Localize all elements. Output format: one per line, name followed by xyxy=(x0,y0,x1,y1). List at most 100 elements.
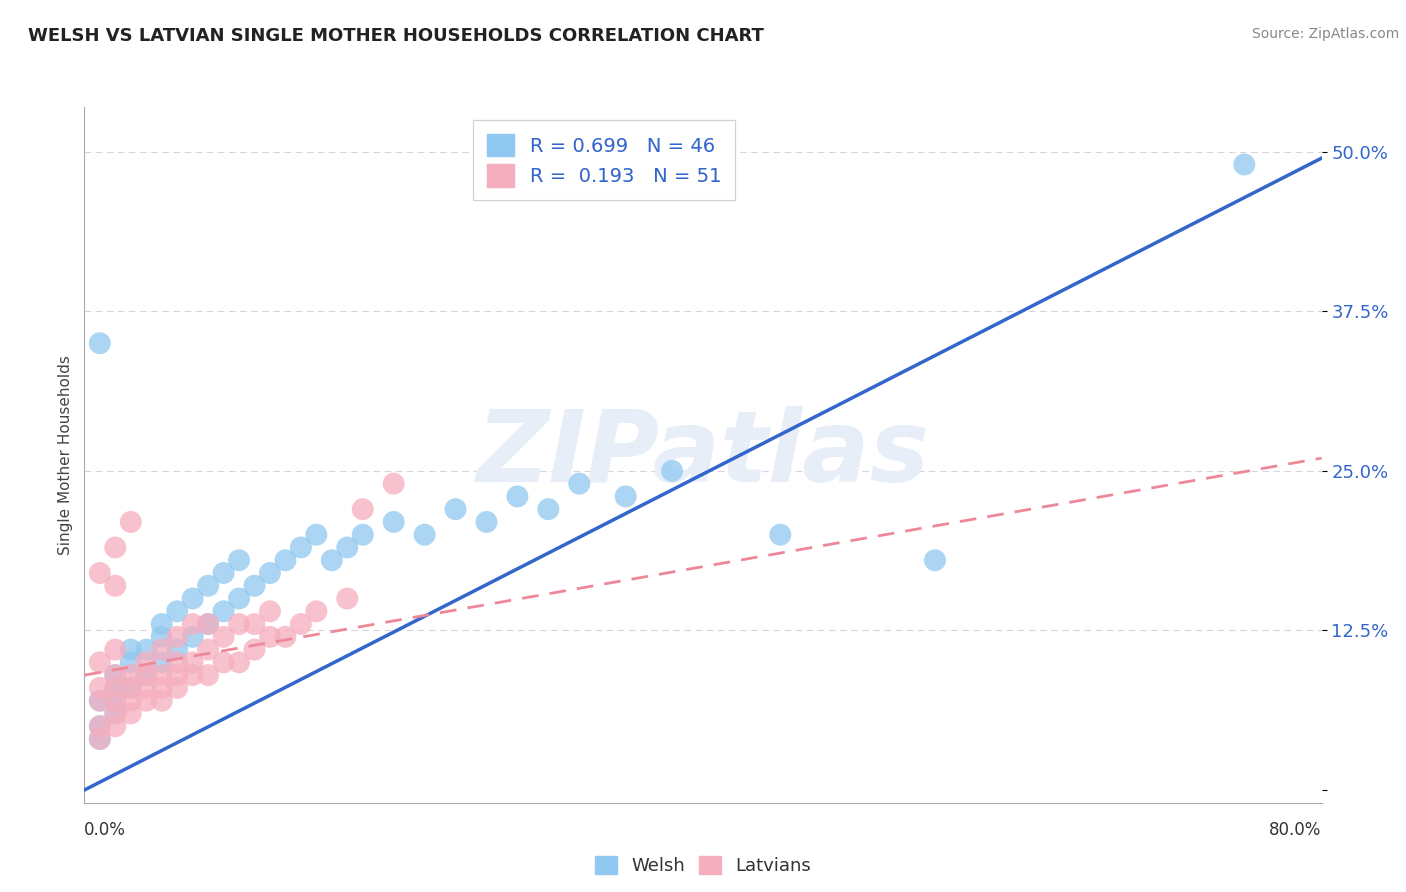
Point xyxy=(150,694,173,708)
Point xyxy=(506,490,529,504)
Point xyxy=(104,681,127,695)
Point xyxy=(924,553,946,567)
Point xyxy=(135,668,157,682)
Point xyxy=(259,604,281,618)
Point xyxy=(444,502,467,516)
Point xyxy=(197,617,219,632)
Point xyxy=(197,579,219,593)
Point xyxy=(104,541,127,555)
Point xyxy=(568,476,591,491)
Point xyxy=(150,630,173,644)
Point xyxy=(150,617,173,632)
Point xyxy=(166,681,188,695)
Text: 0.0%: 0.0% xyxy=(84,821,127,838)
Point xyxy=(537,502,560,516)
Point xyxy=(89,719,111,733)
Text: 80.0%: 80.0% xyxy=(1270,821,1322,838)
Point xyxy=(89,694,111,708)
Point xyxy=(166,668,188,682)
Point xyxy=(120,515,142,529)
Point xyxy=(274,630,297,644)
Point xyxy=(413,527,436,541)
Point xyxy=(104,694,127,708)
Point xyxy=(197,642,219,657)
Point xyxy=(228,656,250,670)
Point xyxy=(212,630,235,644)
Point xyxy=(104,706,127,721)
Point xyxy=(259,630,281,644)
Point xyxy=(290,541,312,555)
Point xyxy=(321,553,343,567)
Point xyxy=(305,604,328,618)
Point xyxy=(769,527,792,541)
Point xyxy=(135,656,157,670)
Point xyxy=(228,553,250,567)
Point xyxy=(104,579,127,593)
Point xyxy=(181,630,204,644)
Point xyxy=(382,476,405,491)
Text: WELSH VS LATVIAN SINGLE MOTHER HOUSEHOLDS CORRELATION CHART: WELSH VS LATVIAN SINGLE MOTHER HOUSEHOLD… xyxy=(28,27,763,45)
Point xyxy=(336,591,359,606)
Point xyxy=(181,591,204,606)
Point xyxy=(166,656,188,670)
Point xyxy=(212,656,235,670)
Legend: R = 0.699   N = 46, R =  0.193   N = 51: R = 0.699 N = 46, R = 0.193 N = 51 xyxy=(474,120,735,200)
Point xyxy=(120,681,142,695)
Point xyxy=(212,604,235,618)
Point xyxy=(89,731,111,746)
Point xyxy=(89,336,111,351)
Point xyxy=(89,694,111,708)
Point xyxy=(150,642,173,657)
Point xyxy=(135,668,157,682)
Point xyxy=(89,731,111,746)
Point xyxy=(89,719,111,733)
Point xyxy=(150,668,173,682)
Point xyxy=(274,553,297,567)
Point xyxy=(166,604,188,618)
Point xyxy=(120,656,142,670)
Point xyxy=(89,681,111,695)
Point xyxy=(228,617,250,632)
Point xyxy=(181,668,204,682)
Text: ZIPatlas: ZIPatlas xyxy=(477,407,929,503)
Point xyxy=(89,566,111,580)
Point xyxy=(336,541,359,555)
Point xyxy=(352,527,374,541)
Point xyxy=(104,694,127,708)
Point xyxy=(89,656,111,670)
Point xyxy=(352,502,374,516)
Point xyxy=(1233,157,1256,171)
Point xyxy=(382,515,405,529)
Point xyxy=(181,617,204,632)
Point xyxy=(150,681,173,695)
Point xyxy=(181,656,204,670)
Point xyxy=(166,642,188,657)
Point xyxy=(305,527,328,541)
Point xyxy=(120,642,142,657)
Point xyxy=(104,706,127,721)
Point xyxy=(104,719,127,733)
Point xyxy=(104,642,127,657)
Y-axis label: Single Mother Households: Single Mother Households xyxy=(58,355,73,555)
Point xyxy=(120,668,142,682)
Point xyxy=(104,681,127,695)
Point xyxy=(243,617,266,632)
Point xyxy=(120,694,142,708)
Point xyxy=(475,515,498,529)
Point xyxy=(197,668,219,682)
Point xyxy=(290,617,312,632)
Point xyxy=(120,681,142,695)
Point xyxy=(243,579,266,593)
Point xyxy=(212,566,235,580)
Point xyxy=(120,706,142,721)
Point xyxy=(104,668,127,682)
Point xyxy=(243,642,266,657)
Point xyxy=(104,668,127,682)
Point xyxy=(228,591,250,606)
Point xyxy=(135,694,157,708)
Point xyxy=(259,566,281,580)
Point xyxy=(197,617,219,632)
Point xyxy=(135,681,157,695)
Point xyxy=(166,630,188,644)
Point xyxy=(614,490,637,504)
